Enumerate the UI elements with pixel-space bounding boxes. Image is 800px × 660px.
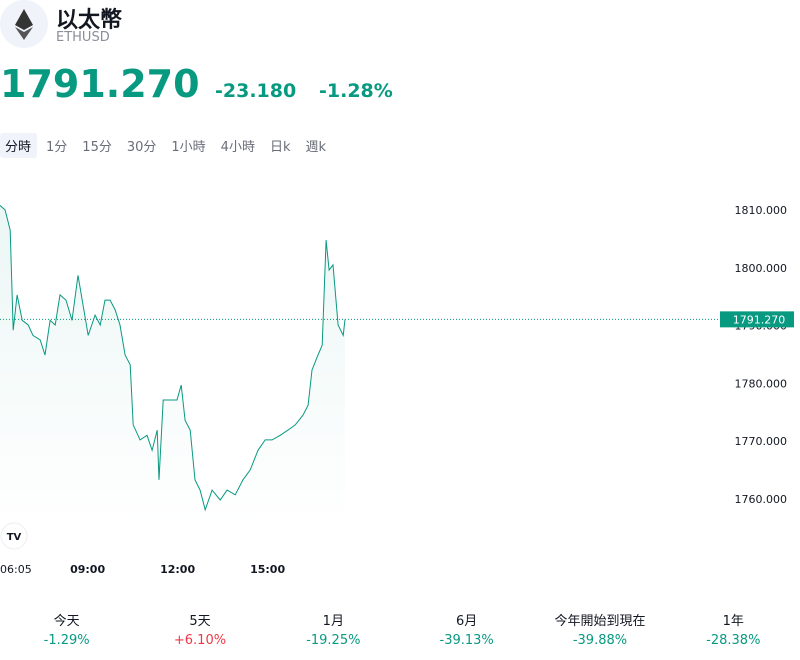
x-tick-label: 12:00 bbox=[160, 563, 195, 576]
asset-name: 以太幣 bbox=[56, 8, 123, 33]
interval-tab[interactable]: 15分 bbox=[82, 140, 112, 155]
area bbox=[0, 205, 345, 530]
y-tick-label: 1760.000 bbox=[735, 493, 788, 506]
period-label: 今年開始到現在 bbox=[554, 614, 646, 629]
y-tick-label: 1770.000 bbox=[735, 435, 788, 448]
period-stat[interactable]: 6月 -39.13% bbox=[400, 610, 533, 648]
period-change: -1.29% bbox=[43, 633, 90, 648]
x-tick-label: 09:00 bbox=[70, 563, 105, 576]
interval-tab[interactable]: 30分 bbox=[126, 140, 157, 155]
chart: TV 1760.0001770.0001780.0001790.0001800.… bbox=[0, 0, 794, 576]
price-badge-label: 1791.270 bbox=[733, 313, 786, 326]
x-tick-label: 15:00 bbox=[250, 563, 285, 576]
period-change: -39.88% bbox=[572, 633, 628, 648]
period-change: +6.10% bbox=[173, 633, 227, 648]
period-label: 6月 bbox=[456, 614, 478, 629]
y-tick-label: 1800.000 bbox=[735, 262, 788, 275]
tv-logo-mark: TV bbox=[7, 532, 22, 543]
period-stat[interactable]: 1年 -28.38% bbox=[667, 610, 800, 648]
price-change-percent: -1.28% bbox=[319, 80, 393, 102]
period-change: -28.38% bbox=[706, 633, 761, 648]
interval-tab[interactable]: 分時 bbox=[0, 133, 38, 158]
eth-icon-top bbox=[15, 9, 33, 30]
interval-tab[interactable]: 週k bbox=[305, 140, 327, 155]
period-stats: 今天 -1.29% 5天 +6.10% 1月 -19.25% 6月 -39.13% 今年開始到現… bbox=[0, 610, 800, 648]
price-badge bbox=[720, 311, 794, 328]
period-stat[interactable]: 5天 +6.10% bbox=[133, 610, 266, 648]
line bbox=[0, 205, 346, 512]
period-stat[interactable]: 1月 -19.25% bbox=[267, 610, 400, 648]
period-label: 5天 bbox=[189, 614, 211, 629]
interval-tab[interactable]: 1分 bbox=[46, 140, 68, 155]
period-label: 1年 bbox=[722, 614, 744, 629]
period-stat[interactable]: 今年開始到現在 -39.88% bbox=[533, 610, 666, 648]
interval-tab[interactable]: 1小時 bbox=[171, 140, 206, 155]
y-tick-label: 1780.000 bbox=[735, 377, 788, 390]
period-change: -39.13% bbox=[439, 633, 494, 648]
interval-tab[interactable]: 日k bbox=[269, 140, 291, 155]
period-label: 今天 bbox=[53, 614, 80, 629]
period-change: -19.25% bbox=[306, 633, 361, 648]
interval-tabs: 分時 1分 15分 30分 1小時 4小時 日k 週k bbox=[0, 133, 332, 158]
price: 1791.270 bbox=[0, 62, 200, 106]
asset-symbol: ETHUSD bbox=[56, 30, 110, 45]
price-change: -23.180 bbox=[215, 80, 297, 102]
x-tick-label: 06:05 bbox=[0, 563, 32, 576]
period-stat[interactable]: 今天 -1.29% bbox=[0, 610, 133, 648]
interval-tab[interactable]: 4小時 bbox=[220, 140, 255, 155]
eth-icon-bottom bbox=[15, 27, 33, 40]
y-tick-label: 1810.000 bbox=[735, 204, 788, 217]
period-label: 1月 bbox=[322, 614, 344, 629]
